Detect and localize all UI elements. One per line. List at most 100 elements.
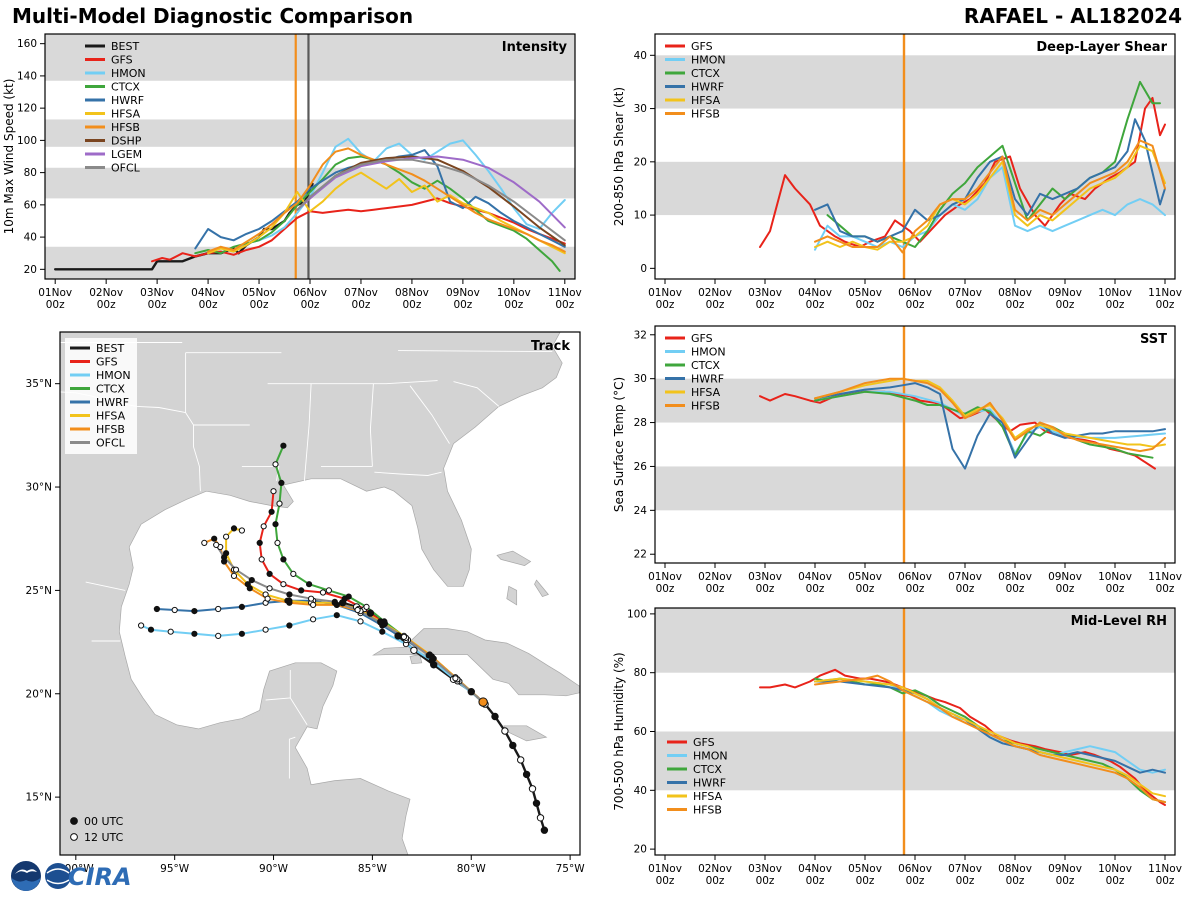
legend-label-HWRF: HWRF — [96, 396, 129, 409]
legend-label-GFS: GFS — [691, 40, 713, 53]
legend-label-GFS: GFS — [111, 53, 133, 66]
legend-label-HWRF: HWRF — [691, 372, 724, 385]
land-polygon — [506, 585, 518, 606]
y-axis: 22 24 26 28 30 32 — [634, 329, 655, 561]
sst-svg: 22242628303201Nov00z02Nov00z03Nov00z04No… — [612, 325, 1182, 595]
y-axis: 0 10 20 30 40 — [634, 50, 655, 275]
cira-text: CIRA — [68, 863, 132, 891]
x-tick: 02Nov — [698, 287, 732, 299]
x-tick: 00z — [656, 299, 675, 311]
y-tick: 28 — [634, 417, 647, 429]
chart-title: Mid-Level RH — [1071, 614, 1167, 629]
series-group — [759, 80, 1166, 254]
legend-label-CTCX: CTCX — [111, 80, 140, 93]
chart-title: Track — [531, 339, 570, 354]
x-tick: 10Nov — [1098, 863, 1132, 875]
deep-layer-shear-chart: 0 10 20 30 40 01Nov 00z 02Nov 00z 03Nov 00z 04Nov 00… — [610, 28, 1185, 321]
legend-label-OFCL: OFCL — [111, 161, 141, 174]
series-HFSA — [814, 144, 1166, 251]
series-HFSB — [814, 139, 1166, 254]
x-tick: 06Nov — [898, 863, 932, 875]
legend-label-HFSA: HFSA — [111, 107, 141, 120]
lon-tick: 75°W — [556, 863, 586, 875]
x-tick: 00z — [301, 299, 320, 311]
x-tick: 06Nov — [898, 287, 932, 299]
x-tick: 00z — [1056, 583, 1075, 595]
lon-tick: 80°W — [457, 863, 487, 875]
x-tick: 04Nov — [798, 287, 832, 299]
lon-tick: 90°W — [259, 863, 289, 875]
x-tick: 00z — [906, 875, 925, 887]
x-tick: 00z — [856, 299, 875, 311]
x-tick: 09Nov — [1048, 287, 1082, 299]
legend-label-HFSA: HFSA — [96, 409, 126, 422]
forecast-init-marker — [478, 697, 488, 707]
lon-tick: 85°W — [358, 863, 388, 875]
x-tick: 01Nov — [648, 571, 682, 583]
x-tick: 04Nov — [191, 287, 225, 299]
x-tick: 00z — [402, 299, 421, 311]
x-tick: 06Nov — [898, 571, 932, 583]
legend-label-HFSB: HFSB — [691, 107, 720, 120]
lat-tick: 30°N — [26, 482, 52, 494]
x-tick: 02Nov — [698, 863, 732, 875]
y-tick: 40 — [24, 232, 37, 244]
lat-tick: 15°N — [26, 792, 52, 804]
legend-label-HFSA: HFSA — [691, 94, 721, 107]
legend-label-CTCX: CTCX — [693, 763, 722, 776]
x-tick: 03Nov — [748, 571, 782, 583]
x-tick: 00z — [46, 299, 65, 311]
x-tick: 00z — [856, 583, 875, 595]
x-tick: 00z — [806, 875, 825, 887]
x-tick: 02Nov — [89, 287, 123, 299]
x-tick: 06Nov — [293, 287, 327, 299]
x-tick: 00z — [1056, 299, 1075, 311]
series-HFSA — [814, 677, 1166, 798]
legend-label-HMON: HMON — [691, 345, 726, 358]
legend-label-OFCL: OFCL — [96, 436, 126, 449]
x-tick: 00z — [148, 299, 167, 311]
x-tick: 07Nov — [948, 863, 982, 875]
y-tick: 20 — [24, 264, 37, 276]
land-polygon — [372, 628, 580, 697]
y-axis-label: Sea Surface Temp (°C) — [612, 377, 626, 512]
y-axis-label: 700-500 hPa Humidity (%) — [612, 652, 626, 810]
x-tick: 02Nov — [698, 571, 732, 583]
legend-label-HFSA: HFSA — [691, 386, 721, 399]
x-tick: 00z — [806, 583, 825, 595]
x-tick: 10Nov — [497, 287, 531, 299]
intensity-svg: 2040608010012014016001Nov00z02Nov00z03No… — [2, 33, 582, 311]
legend-label-HMON: HMON — [691, 53, 726, 66]
y-tick: 0 — [640, 263, 647, 275]
legend-label-HMON: HMON — [693, 749, 728, 762]
x-tick: 00z — [1156, 875, 1175, 887]
mid-level-rh-chart: 20 40 60 80 100 01Nov 00z 02Nov 00z 03Nov 00z 04Nov… — [610, 602, 1185, 897]
y-axis: 20 40 60 80 100 — [627, 608, 655, 856]
y-tick: 32 — [634, 329, 647, 341]
shear-svg: 01020304001Nov00z02Nov00z03Nov00z04Nov00… — [612, 33, 1182, 311]
series-HFSB — [814, 377, 1166, 453]
land-polygon — [60, 332, 563, 855]
series-HFSB — [207, 147, 566, 253]
lat-axis: 15°N 20°N 25°N 30°N 35°N — [26, 378, 60, 804]
series-group — [54, 137, 566, 272]
logo-row: CIRA — [6, 856, 136, 900]
cira-logo: CIRA — [45, 863, 132, 891]
x-tick: 05Nov — [848, 863, 882, 875]
x-tick: 03Nov — [748, 287, 782, 299]
y-tick: 60 — [24, 199, 37, 211]
track-OFCL — [215, 544, 484, 703]
x-tick: 08Nov — [395, 287, 429, 299]
y-tick: 30 — [634, 373, 647, 385]
y-tick: 20 — [634, 156, 647, 168]
series-LGEM — [296, 155, 566, 229]
category-bands — [655, 55, 1175, 216]
lat-tick: 20°N — [26, 688, 52, 700]
series-OFCL — [296, 158, 566, 242]
x-tick: 00z — [1106, 583, 1125, 595]
x-tick: 09Nov — [1048, 863, 1082, 875]
